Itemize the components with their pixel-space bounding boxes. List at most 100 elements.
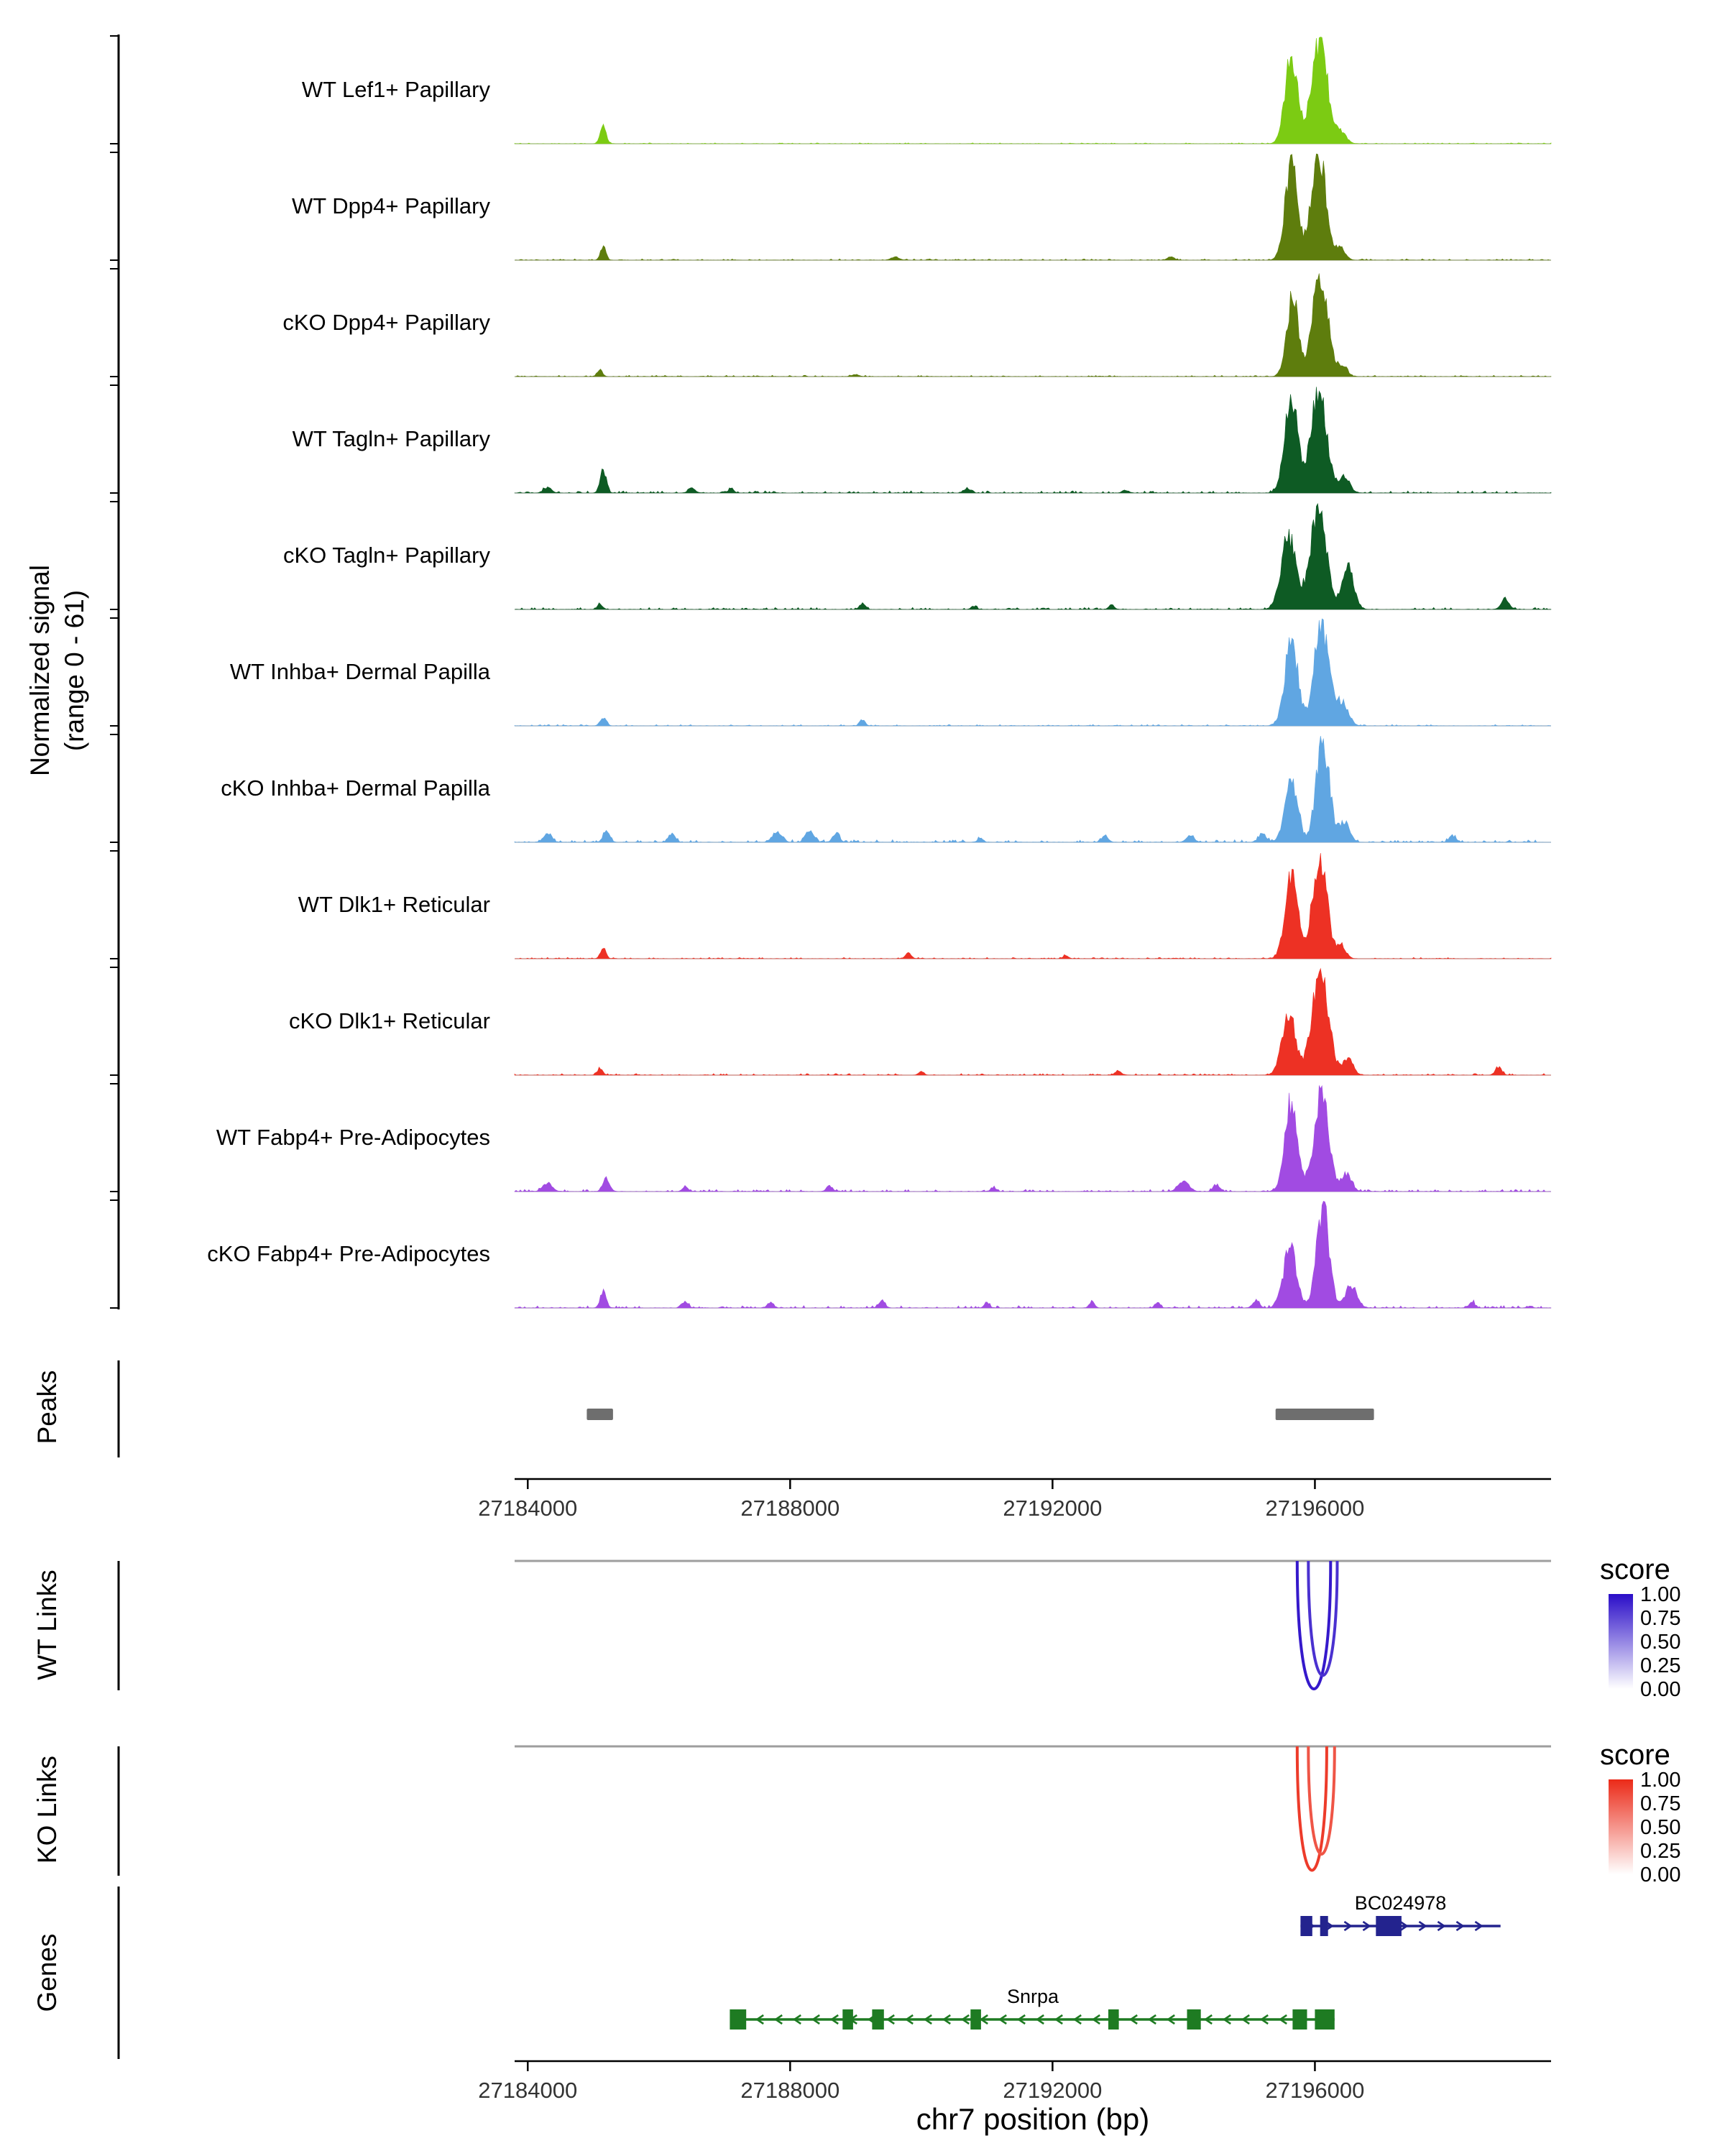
track-label: WT Dlk1+ Reticular (298, 892, 490, 917)
ko-link-arc (1307, 1746, 1336, 1856)
coverage-area (515, 273, 1552, 377)
peaks-section-label: Peaks (32, 1370, 62, 1445)
strand-arrow (1455, 1920, 1465, 1932)
ko-legend-gradient-bar (1609, 1779, 1633, 1874)
coverage-area (514, 735, 1551, 843)
ko-score-legend-title: score (1600, 1739, 1670, 1771)
gene-exon (1108, 2009, 1119, 2030)
coverage-area (514, 1084, 1552, 1192)
strand-arrow (792, 2014, 801, 2025)
coverage-area (514, 502, 1552, 610)
gene-exon (1315, 2009, 1335, 2030)
coverage-area (514, 852, 1552, 959)
strand-arrow (904, 2014, 914, 2025)
strand-arrow (1072, 2014, 1082, 2025)
strand-arrow (811, 2014, 820, 2025)
track-label: WT Dpp4+ Papillary (292, 193, 490, 218)
x-axis-title: chr7 position (bp) (916, 2102, 1150, 2136)
track-label: cKO Tagln+ Papillary (282, 543, 490, 568)
x-tick-label: 27196000 (1265, 1496, 1365, 1521)
track-label: cKO Inhba+ Dermal Papilla (221, 775, 490, 801)
track-label: cKO Fabp4+ Pre-Adipocytes (207, 1241, 490, 1266)
ko-legend-tick-label: 0.50 (1640, 1816, 1681, 1839)
ko-legend-tick-label: 0.00 (1640, 1864, 1681, 1886)
wt-legend-tick-label: 0.00 (1640, 1678, 1681, 1701)
strand-arrow (998, 2014, 1007, 2025)
strand-arrow (1128, 2014, 1138, 2025)
track-label: WT Fabp4+ Pre-Adipocytes (216, 1125, 490, 1150)
strand-arrow (1147, 2014, 1156, 2025)
wt-legend-tick-label: 0.25 (1640, 1654, 1681, 1677)
strand-arrow (1222, 2014, 1231, 2025)
ko-link-arc (1295, 1746, 1328, 1872)
strand-arrow (1278, 2014, 1287, 2025)
x-tick-label: 27188000 (740, 1496, 840, 1521)
coverage-area (514, 37, 1552, 144)
strand-arrow (1437, 1920, 1446, 1932)
coverage-area (514, 387, 1552, 494)
gene-label: BC024978 (1354, 1892, 1447, 1914)
track-label: WT Lef1+ Papillary (301, 77, 490, 102)
strand-arrow (886, 2014, 895, 2025)
strand-arrow (1399, 1920, 1409, 1932)
strand-arrow (979, 2014, 988, 2025)
gene-exon (872, 2009, 884, 2030)
peak-interval (586, 1409, 613, 1420)
gene-exon (1187, 2009, 1201, 2030)
strand-arrow (1474, 1920, 1484, 1932)
ko-legend-tick-label: 1.00 (1640, 1769, 1681, 1792)
strand-arrow (1241, 2014, 1250, 2025)
gene-exon (1300, 1916, 1312, 1936)
x-tick-label: 27188000 (740, 2078, 840, 2103)
coverage-area (514, 153, 1552, 261)
wt-link-arc (1307, 1560, 1339, 1677)
gene-exon (1292, 2009, 1307, 2030)
wt-links-section-label: WT Links (32, 1570, 62, 1680)
coverage-area (514, 967, 1551, 1076)
genes-section-label: Genes (32, 1933, 62, 2012)
strand-arrow (755, 2014, 764, 2025)
track-label: cKO Dpp4+ Papillary (282, 310, 490, 335)
strand-arrow (1166, 2014, 1175, 2025)
track-label: WT Inhba+ Dermal Papilla (229, 659, 490, 684)
track-label: WT Tagln+ Papillary (292, 426, 490, 451)
gene-exon (970, 2009, 981, 2030)
strand-arrow (829, 2014, 839, 2025)
coverage-area (514, 1201, 1552, 1309)
gene-exon (730, 2009, 747, 2030)
wt-score-legend-title: score (1600, 1554, 1670, 1585)
ko-legend-tick-label: 0.75 (1640, 1792, 1681, 1815)
strand-arrow (942, 2014, 951, 2025)
gene-label: Snrpa (1006, 1986, 1059, 2007)
strand-arrow (960, 2014, 970, 2025)
wt-legend-tick-label: 0.75 (1640, 1607, 1681, 1630)
strand-arrow (923, 2014, 932, 2025)
strand-arrow (773, 2014, 783, 2025)
strand-arrow (1343, 1920, 1353, 1932)
x-tick-label: 27184000 (478, 1496, 578, 1521)
wt-legend-tick-label: 0.50 (1640, 1631, 1681, 1654)
gene-exon (1320, 1916, 1328, 1936)
strand-arrow (1362, 1920, 1371, 1932)
strand-arrow (1035, 2014, 1044, 2025)
strand-arrow (1016, 2014, 1026, 2025)
track-label: cKO Dlk1+ Reticular (289, 1008, 490, 1033)
x-tick-label: 27192000 (1003, 1496, 1103, 1521)
strand-arrow (1259, 2014, 1269, 2025)
peak-interval (1275, 1409, 1374, 1420)
x-tick-label: 27196000 (1265, 2078, 1365, 2103)
wt-legend-gradient-bar (1609, 1594, 1633, 1689)
strand-arrow (1054, 2014, 1063, 2025)
x-tick-label: 27184000 (478, 2078, 578, 2103)
x-tick-label: 27192000 (1003, 2078, 1103, 2103)
strand-arrow (1418, 1920, 1427, 1932)
strand-arrow (1203, 2014, 1213, 2025)
coverage-area (514, 618, 1552, 727)
gene-exon (842, 2009, 853, 2030)
strand-arrow (1091, 2014, 1100, 2025)
wt-link-arc (1295, 1560, 1333, 1690)
wt-legend-tick-label: 1.00 (1640, 1583, 1681, 1606)
signal-axis-label: Normalized signal (range 0 - 61) (24, 564, 89, 777)
ko-legend-tick-label: 0.25 (1640, 1840, 1681, 1863)
